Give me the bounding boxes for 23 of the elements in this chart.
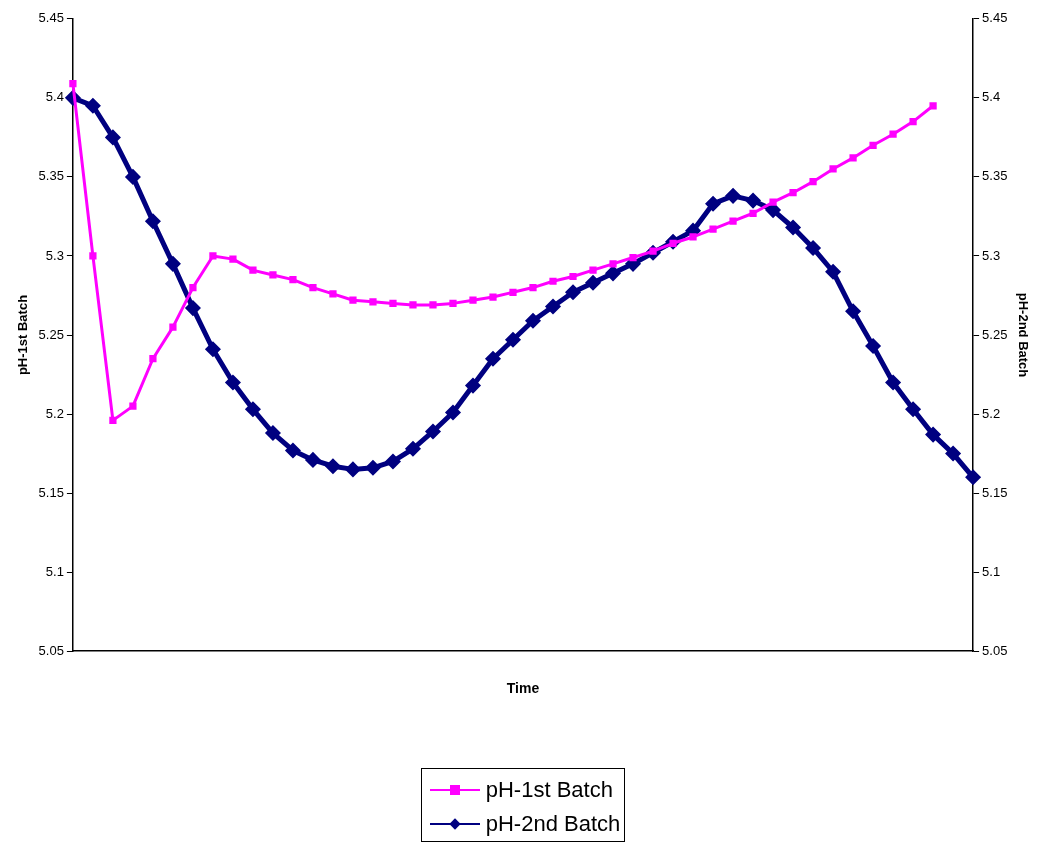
y2-tick-label: 5.2 [982, 405, 1001, 421]
y2-tick-label: 5.45 [982, 10, 1008, 26]
y-tick-label: 5.35 [38, 168, 64, 184]
y-tick-label: 5.05 [38, 642, 64, 658]
y2-tick-label: 5.15 [982, 484, 1008, 500]
y-tick-label: 5.25 [38, 326, 64, 342]
x-axis-title: Time [506, 680, 540, 697]
legend-label: pH-2nd Batch [485, 811, 621, 837]
y-axis-title: pH-1st Batch [15, 294, 31, 376]
y-tick-label: 5.45 [38, 10, 64, 26]
y-tick-label: 5.2 [45, 405, 64, 421]
y2-tick-label: 5.35 [982, 168, 1008, 184]
legend-label: pH-1st Batch [485, 777, 613, 803]
y2-tick-label: 5.25 [982, 326, 1008, 342]
y-tick-label: 5.1 [45, 563, 64, 579]
y2-tick-label: 5.4 [982, 89, 1001, 105]
y-tick-label: 5.15 [38, 484, 64, 500]
y2-tick-label: 5.1 [982, 563, 1001, 579]
y2-tick-label: 5.05 [982, 642, 1008, 658]
y2-axis-title: pH-2nd Batch [1015, 292, 1031, 378]
y2-tick-label: 5.3 [982, 247, 1001, 263]
y-tick-label: 5.3 [45, 247, 64, 263]
y-tick-label: 5.4 [45, 89, 64, 105]
